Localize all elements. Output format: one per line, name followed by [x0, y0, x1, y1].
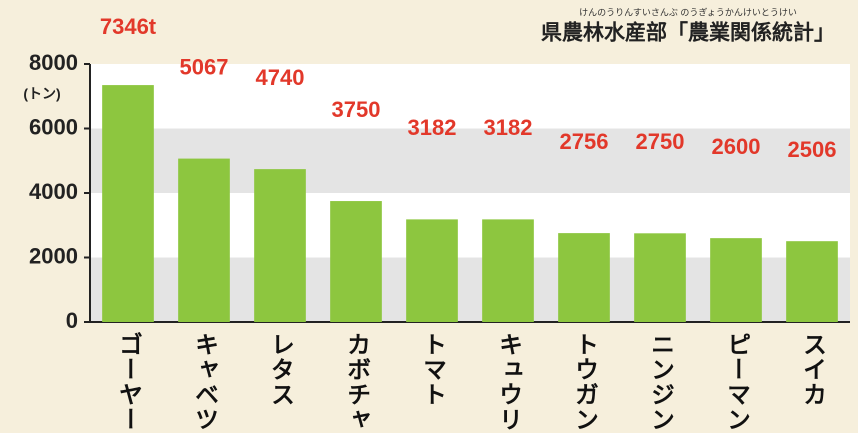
bar	[254, 169, 306, 322]
data-label: 2506	[788, 137, 837, 162]
x-tick-label: キュウリ	[495, 332, 522, 432]
bar	[482, 219, 534, 322]
y-tick-label: 2000	[29, 243, 78, 268]
bar	[406, 219, 458, 322]
x-tick-label: ゴーヤー	[115, 331, 142, 432]
data-label: 3750	[332, 97, 381, 122]
data-label: 4740	[256, 65, 305, 90]
bar	[634, 233, 686, 322]
x-tick-label: ピーマン	[723, 332, 750, 432]
data-label: 2750	[636, 129, 685, 154]
bar	[330, 201, 382, 322]
data-label: 2756	[560, 129, 609, 154]
x-tick-label: スイカ	[799, 332, 826, 407]
y-axis-label: (トン)	[23, 86, 60, 102]
x-tick-label: カボチャ	[343, 332, 370, 432]
bar	[178, 158, 230, 322]
bar	[786, 241, 838, 322]
bar	[710, 238, 762, 322]
data-label: 2600	[712, 134, 761, 159]
data-label: 5067	[180, 54, 229, 79]
y-tick-label: 6000	[29, 114, 78, 139]
data-label: 3182	[408, 115, 457, 140]
grid-band	[90, 64, 850, 129]
y-tick-label: 0	[66, 308, 78, 333]
data-label: 3182	[484, 115, 533, 140]
x-tick-label: トマト	[419, 332, 446, 407]
bar	[102, 85, 154, 323]
x-tick-label: ニンジン	[647, 332, 674, 432]
source-ruby: けんのうりんすいさんぶ のうぎょうかんけいとうけい	[579, 6, 797, 17]
x-tick-label: キャベツ	[191, 332, 219, 432]
y-tick-label: 8000	[29, 50, 78, 75]
x-tick-label: レタス	[267, 332, 294, 407]
data-label: 7346t	[100, 14, 157, 39]
bar	[558, 233, 610, 322]
source: 県農林水産部「農業関係統計」	[541, 21, 835, 45]
x-tick-label: トウガン	[571, 332, 598, 432]
y-tick-label: 4000	[29, 179, 78, 204]
